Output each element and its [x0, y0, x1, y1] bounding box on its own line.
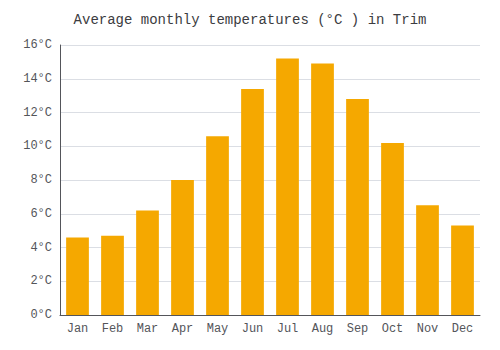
svg-text:Apr: Apr	[172, 322, 194, 336]
svg-text:2°C: 2°C	[30, 274, 52, 288]
svg-text:May: May	[207, 322, 229, 336]
svg-text:Oct: Oct	[382, 322, 404, 336]
svg-text:10°C: 10°C	[23, 139, 52, 153]
svg-text:Jul: Jul	[277, 322, 299, 336]
svg-text:Sep: Sep	[347, 322, 369, 336]
svg-text:Average monthly temperatures (: Average monthly temperatures (°C ) in Tr…	[74, 12, 427, 28]
svg-text:Feb: Feb	[102, 322, 124, 336]
svg-text:Dec: Dec	[452, 322, 474, 336]
svg-text:0°C: 0°C	[30, 308, 52, 322]
svg-text:12°C: 12°C	[23, 106, 52, 120]
svg-text:8°C: 8°C	[30, 173, 52, 187]
svg-text:14°C: 14°C	[23, 72, 52, 86]
svg-text:Jun: Jun	[242, 322, 264, 336]
svg-text:16°C: 16°C	[23, 38, 52, 52]
svg-text:Mar: Mar	[137, 322, 159, 336]
svg-text:4°C: 4°C	[30, 241, 52, 255]
svg-text:6°C: 6°C	[30, 207, 52, 221]
svg-text:Aug: Aug	[312, 322, 334, 336]
svg-text:Nov: Nov	[417, 322, 439, 336]
svg-text:Jan: Jan	[67, 322, 89, 336]
